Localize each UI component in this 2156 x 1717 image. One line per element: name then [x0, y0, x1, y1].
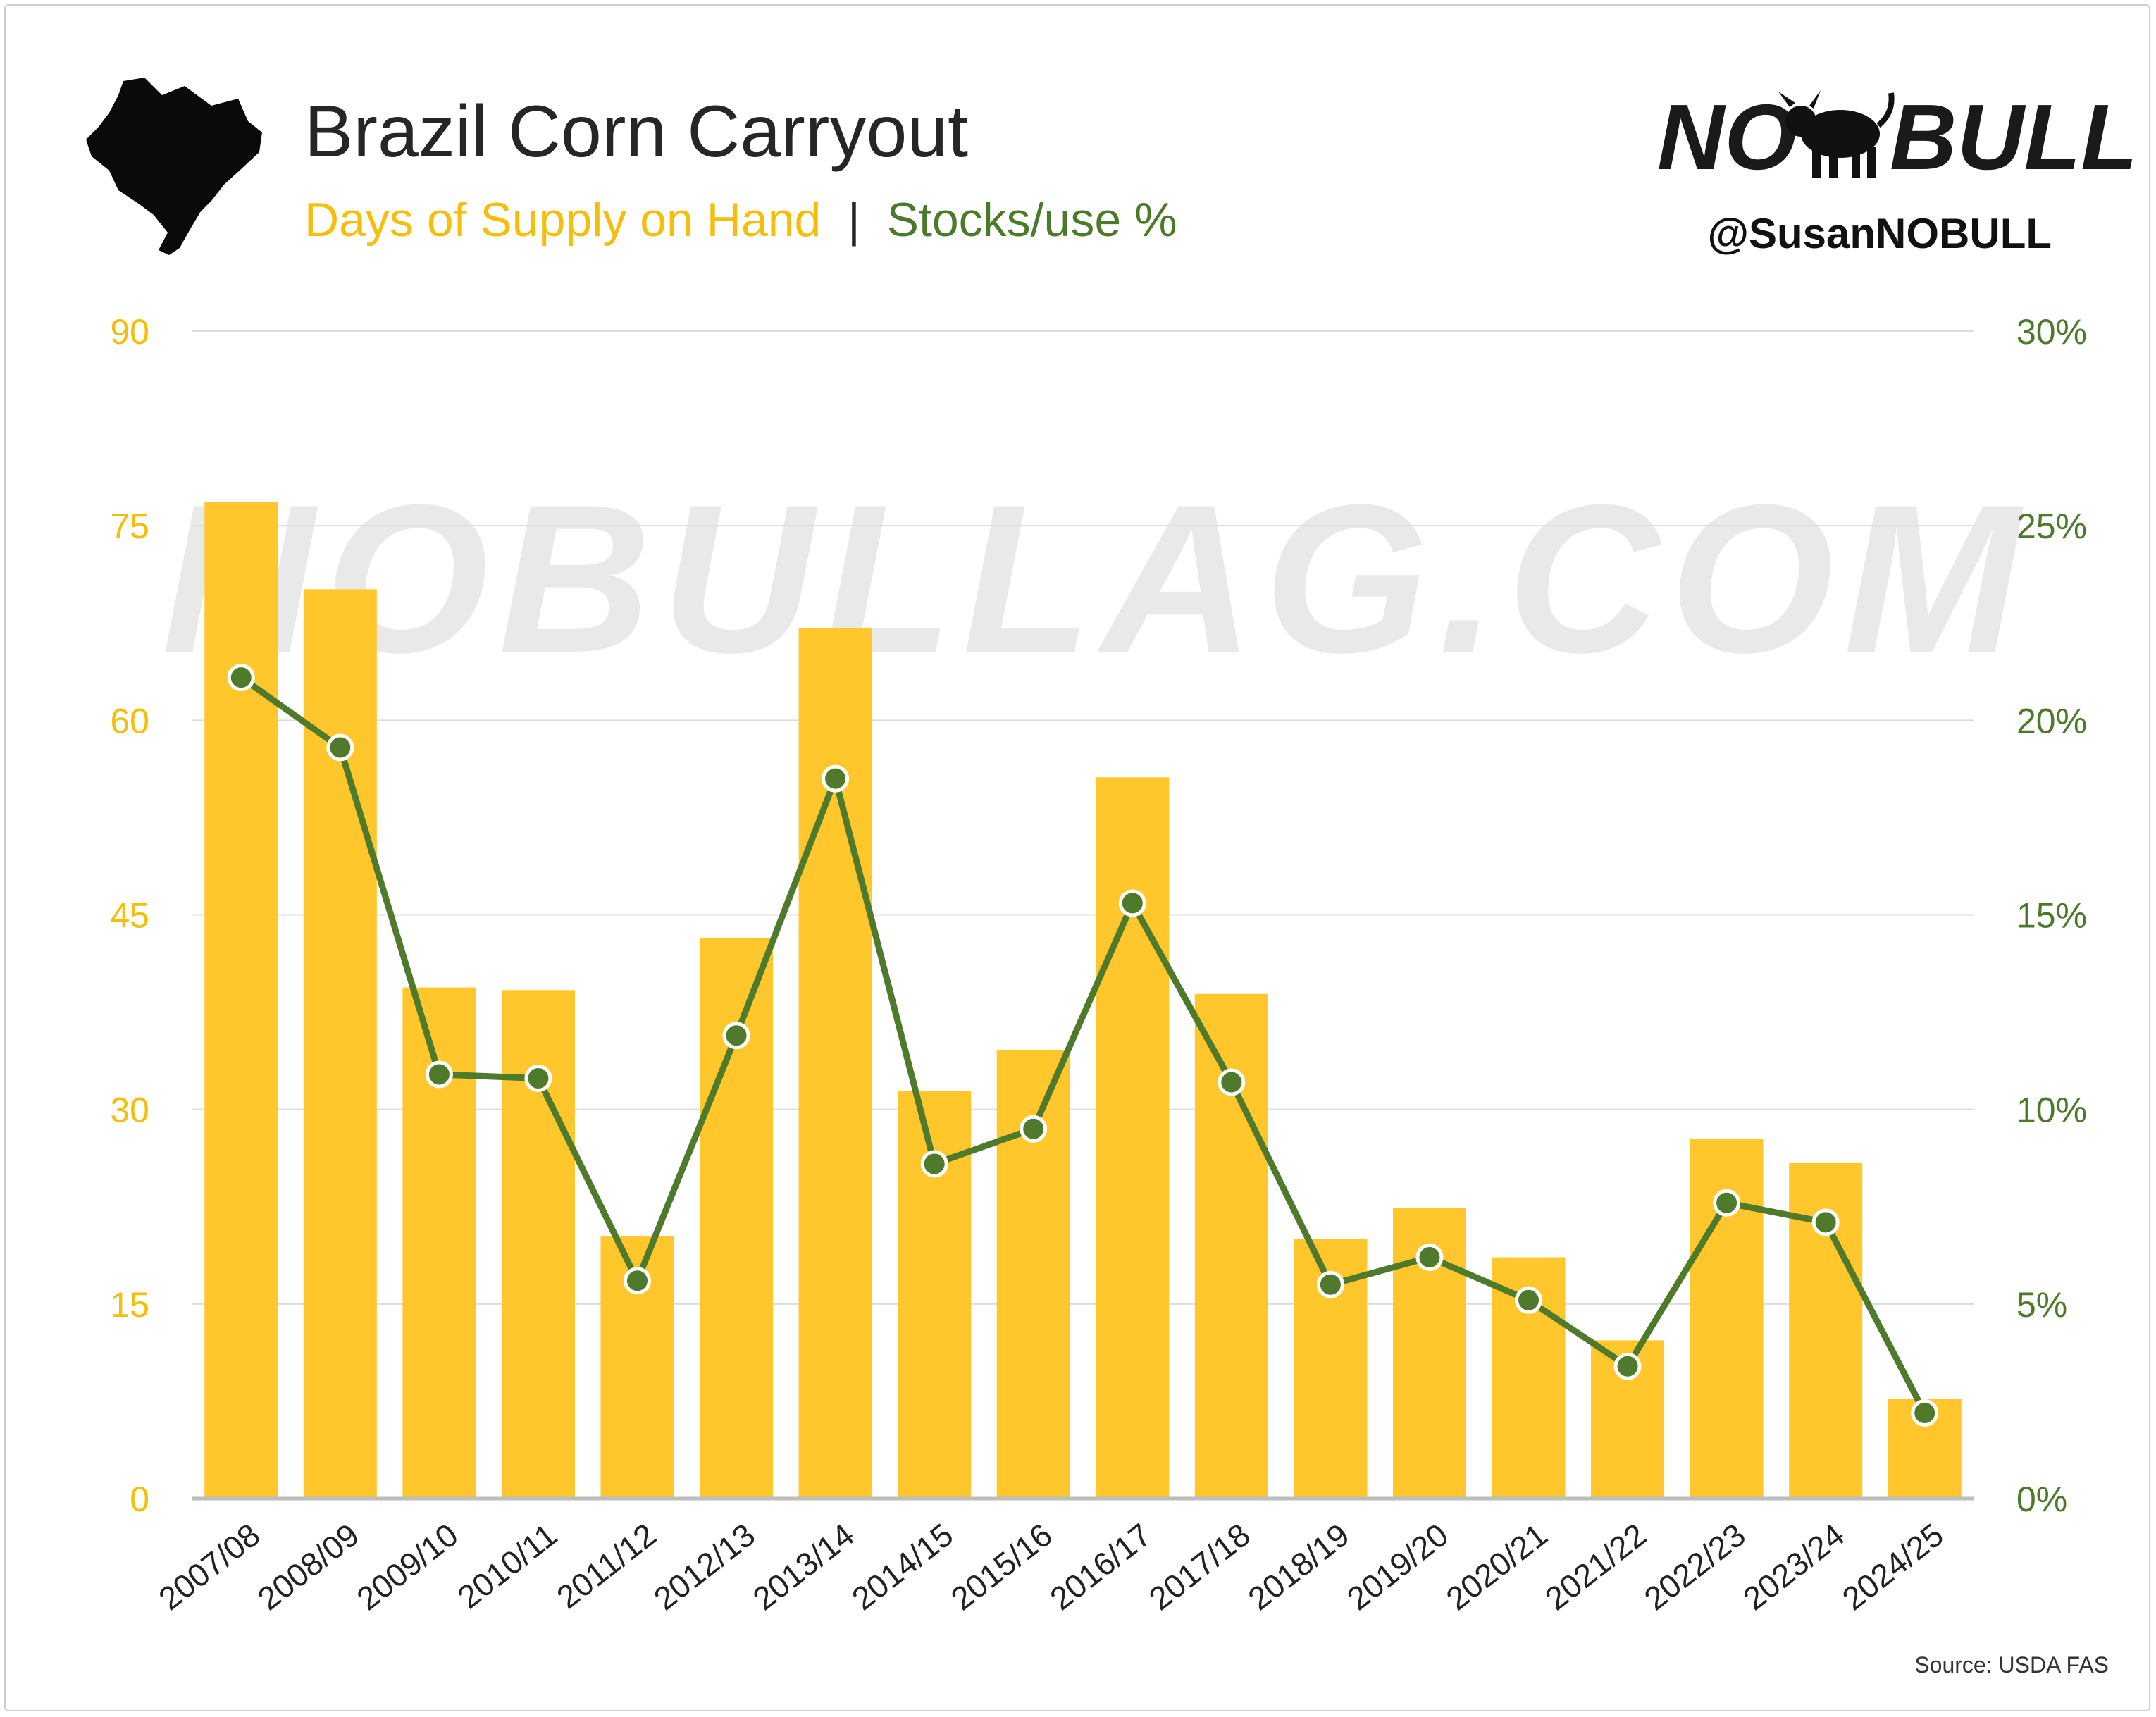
source-note: Source: USDA FAS	[1914, 1652, 2109, 1678]
y-axis-left: 0 15 30 45 60 75 90	[110, 312, 149, 1519]
x-tick-label: 2021/22	[1538, 1516, 1653, 1617]
twitter-handle: @SusanNOBULL	[1707, 210, 2052, 257]
line-point	[1613, 1352, 1642, 1380]
nobull-logo: NO BULL	[1657, 85, 2138, 189]
line-point	[1118, 889, 1146, 917]
logo-text-bull: BULL	[1890, 85, 2138, 189]
x-tick-label: 2019/20	[1340, 1516, 1455, 1617]
y-right-tick-label: 25%	[2016, 507, 2087, 546]
line-point	[524, 1064, 552, 1092]
y-right-tick-label: 5%	[2016, 1285, 2067, 1325]
line-series	[227, 664, 1939, 1427]
x-tick-label: 2016/17	[1043, 1516, 1158, 1617]
line-point	[1020, 1115, 1048, 1143]
subtitle-days-of-supply: Days of Supply on Hand	[304, 193, 821, 247]
x-axis-ticks: 2007/082008/092009/102010/112011/122012/…	[151, 1516, 1950, 1617]
x-tick-label: 2012/13	[647, 1516, 762, 1617]
line-point	[722, 1022, 750, 1050]
x-tick-label: 2014/15	[845, 1516, 960, 1617]
x-tick-label: 2013/14	[746, 1516, 861, 1617]
x-tick-label: 2023/24	[1736, 1516, 1851, 1617]
line-point	[1515, 1286, 1542, 1314]
line-point	[1811, 1208, 1840, 1236]
bar	[204, 502, 278, 1499]
subtitle-separator: |	[834, 193, 873, 247]
line-point	[227, 664, 255, 692]
subtitle-stocks-use: Stocks/use %	[887, 193, 1177, 247]
x-tick-label: 2017/18	[1142, 1516, 1257, 1617]
watermark: NOBULLAG.COM	[161, 460, 2029, 697]
grid-lines	[192, 330, 1974, 1305]
y-left-tick-label: 60	[110, 701, 149, 740]
line-point	[1316, 1270, 1344, 1298]
line-point	[624, 1267, 651, 1295]
x-tick-label: 2009/10	[349, 1516, 464, 1617]
bar	[798, 628, 872, 1499]
line-point	[1415, 1244, 1444, 1272]
y-right-tick-label: 0%	[2016, 1480, 2067, 1519]
line-point	[822, 764, 850, 793]
y-left-tick-label: 90	[110, 312, 149, 352]
y-right-tick-label: 10%	[2016, 1091, 2087, 1130]
x-tick-label: 2024/25	[1835, 1516, 1950, 1617]
line-point	[326, 733, 354, 762]
x-tick-label: 2022/23	[1637, 1516, 1752, 1617]
y-left-tick-label: 75	[110, 507, 149, 546]
line-point	[425, 1060, 453, 1089]
brazil-map-icon	[86, 78, 262, 255]
line-point	[920, 1150, 948, 1178]
x-tick-label: 2008/09	[251, 1516, 366, 1617]
logo-text-no: NO	[1657, 85, 1797, 189]
bull-icon	[1778, 90, 1895, 178]
y-right-tick-label: 30%	[2016, 312, 2087, 352]
y-left-tick-label: 30	[110, 1091, 149, 1130]
x-tick-label: 2015/16	[944, 1516, 1059, 1617]
x-tick-label: 2020/21	[1439, 1516, 1554, 1617]
x-tick-label: 2018/19	[1241, 1516, 1356, 1617]
line-point	[1911, 1399, 1939, 1427]
x-tick-label: 2007/08	[151, 1516, 266, 1617]
chart-title: Brazil Corn Carryout	[304, 91, 968, 173]
chart-subtitle: Days of Supply on Hand | Stocks/use %	[304, 193, 1177, 247]
y-left-tick-label: 0	[130, 1480, 149, 1519]
y-right-tick-label: 15%	[2016, 896, 2087, 936]
y-axis-right: 0% 5% 10% 15% 20% 25% 30%	[2016, 312, 2087, 1519]
y-left-tick-label: 15	[110, 1285, 149, 1325]
x-tick-label: 2011/12	[550, 1516, 662, 1616]
line-point	[1218, 1068, 1246, 1096]
x-tick-label: 2010/11	[451, 1516, 564, 1616]
y-right-tick-label: 20%	[2016, 701, 2087, 740]
bar	[1096, 777, 1170, 1499]
y-left-tick-label: 45	[110, 896, 149, 936]
line-point	[1713, 1189, 1741, 1217]
series-line	[239, 674, 1928, 1415]
